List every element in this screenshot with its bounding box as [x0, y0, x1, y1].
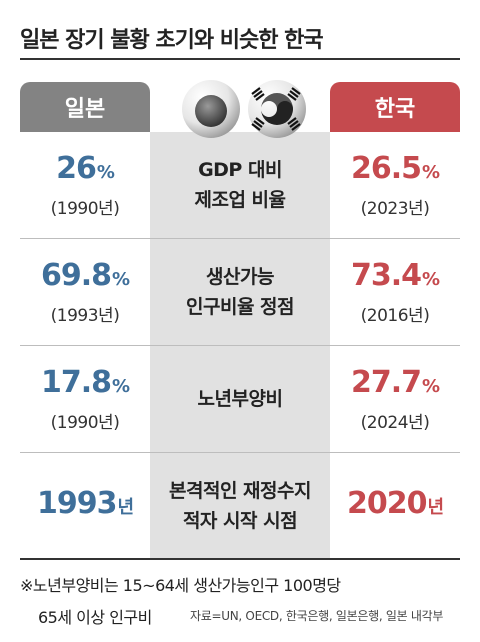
japan-value: 1993년: [36, 486, 134, 521]
japan-year: (1990년): [50, 198, 120, 219]
source-credit: 자료=UN, OECD, 한국은행, 일본은행, 일본 내각부: [190, 609, 444, 623]
metric-label: 적자 시작 시점: [182, 510, 298, 532]
footnote: ※노년부양비는 15~64세 생산가능인구 100명당: [20, 576, 341, 595]
table-row: 17.8% (1990년) 노년부양비 27.7% (2024년): [20, 346, 460, 452]
korea-year: (2023년): [360, 198, 430, 219]
header-korea: 한국: [330, 82, 460, 132]
korea-value: 2020년: [346, 486, 444, 521]
korea-flag-ball-icon: [248, 80, 306, 138]
flag-balls-illustration: [182, 80, 306, 138]
metric-label: 노년부양비: [197, 388, 283, 410]
korea-value: 26.5%: [350, 150, 440, 186]
korea-year: (2024년): [360, 412, 430, 433]
table-row: 26% (1990년) GDP 대비 제조업 비율 26.5% (2023년): [20, 132, 460, 238]
japan-value: 17.8%: [40, 364, 130, 400]
metric-label: 제조업 비율: [194, 189, 286, 211]
japan-flag-ball-icon: [182, 80, 240, 138]
bottom-divider: [20, 558, 460, 560]
row-divider: [20, 238, 460, 239]
japan-value: 26%: [56, 150, 115, 186]
metric-label: 인구비율 정점: [186, 296, 295, 318]
table-row: 69.8% (1993년) 생산가능 인구비율 정점 73.4% (2016년): [20, 239, 460, 345]
metric-label: 생산가능: [206, 266, 274, 288]
row-divider: [20, 452, 460, 453]
korea-value: 27.7%: [350, 364, 440, 400]
korea-value: 73.4%: [350, 257, 440, 293]
metric-label: GDP 대비: [198, 159, 282, 181]
japan-year: (1993년): [50, 305, 120, 326]
footnote-continued: 65세 이상 인구비: [38, 608, 152, 627]
table-row: 1993년 본격적인 재정수지 적자 시작 시점 2020년: [20, 453, 460, 559]
japan-value: 69.8%: [40, 257, 130, 293]
title-divider: [20, 58, 460, 60]
page-title: 일본 장기 불황 초기와 비슷한 한국: [20, 28, 324, 53]
metric-label: 본격적인 재정수지: [169, 480, 311, 502]
row-divider: [20, 345, 460, 346]
japan-year: (1990년): [50, 412, 120, 433]
header-japan: 일본: [20, 82, 150, 132]
korea-year: (2016년): [360, 305, 430, 326]
